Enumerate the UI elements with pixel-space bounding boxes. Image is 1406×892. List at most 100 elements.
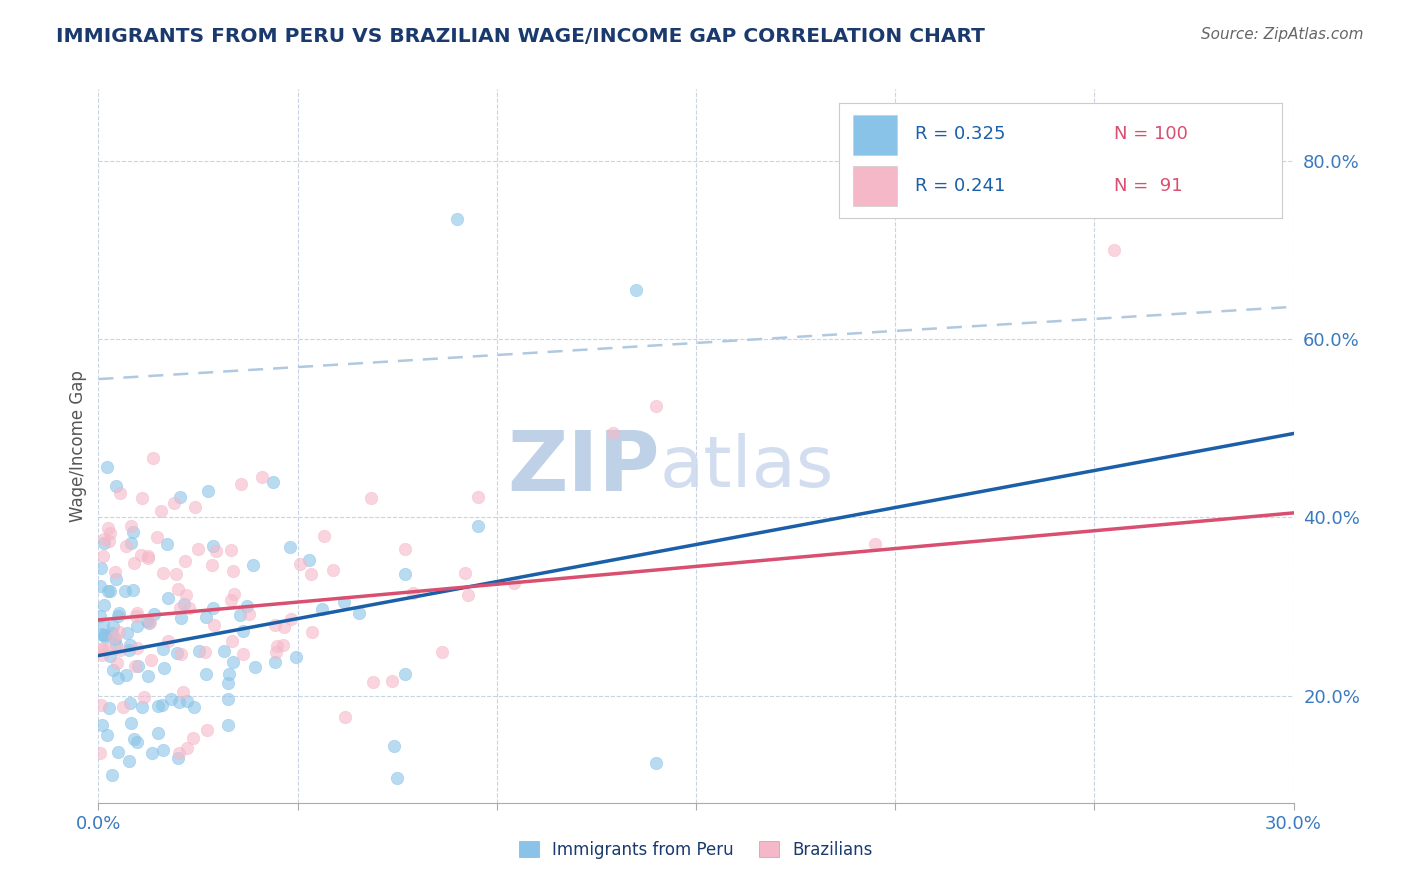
Point: [115, 668, 138, 682]
Point: [222, 656, 245, 670]
Point: [195, 666, 218, 681]
Point: [120, 696, 142, 710]
Point: [204, 543, 226, 558]
Text: ZIP: ZIP: [508, 427, 661, 508]
Point: [242, 558, 264, 573]
Point: [120, 716, 142, 731]
Y-axis label: Wage/Income Gap: Wage/Income Gap: [69, 370, 87, 522]
Point: [120, 536, 142, 550]
Point: [430, 644, 453, 658]
Point: [107, 745, 129, 759]
Point: [232, 624, 254, 638]
Point: [98, 649, 121, 664]
Point: [502, 576, 524, 591]
Point: [195, 723, 218, 737]
Point: [136, 614, 159, 628]
Point: [139, 653, 162, 667]
Text: atlas: atlas: [661, 433, 835, 502]
Point: [278, 540, 301, 554]
Point: [152, 743, 174, 757]
Point: [222, 564, 245, 578]
Point: [127, 659, 149, 673]
Point: [217, 676, 239, 690]
Point: [173, 597, 195, 611]
Point: [179, 600, 201, 615]
Point: [103, 619, 125, 633]
Point: [602, 425, 624, 440]
Point: [394, 666, 416, 681]
Point: [136, 669, 159, 683]
Point: [127, 606, 149, 620]
Point: [311, 602, 333, 616]
Point: [143, 607, 166, 621]
Point: [159, 692, 181, 706]
Point: [131, 491, 153, 505]
Point: [166, 646, 188, 660]
Point: [176, 694, 198, 708]
Point: [98, 526, 121, 541]
Point: [183, 699, 205, 714]
Point: [91, 642, 114, 657]
Point: [114, 539, 136, 553]
Point: [139, 615, 162, 630]
Point: [129, 549, 152, 563]
Point: [89, 746, 111, 760]
Point: [105, 479, 128, 493]
Point: [217, 718, 239, 732]
Point: [94, 630, 117, 644]
Point: [280, 612, 302, 626]
Point: [167, 695, 190, 709]
Point: [238, 607, 260, 621]
Point: [235, 599, 257, 613]
Point: [167, 751, 190, 765]
Point: [229, 608, 252, 623]
Point: [108, 485, 131, 500]
Point: [150, 698, 173, 712]
Point: [105, 656, 128, 670]
Point: [454, 566, 477, 581]
Point: [146, 699, 169, 714]
Point: [347, 606, 370, 620]
Point: [136, 551, 159, 566]
Point: [90, 627, 112, 641]
Point: [183, 500, 205, 515]
Point: [120, 638, 142, 652]
Point: [273, 620, 295, 634]
Point: [312, 529, 335, 543]
Point: [108, 643, 131, 657]
Point: [284, 650, 307, 665]
Point: [446, 211, 468, 226]
Point: [127, 619, 149, 633]
Point: [298, 552, 321, 566]
Point: [163, 496, 186, 510]
Point: [467, 518, 489, 533]
Point: [264, 617, 287, 632]
Point: [152, 566, 174, 580]
Point: [219, 592, 242, 607]
Point: [264, 644, 287, 658]
Point: [194, 609, 217, 624]
Point: [122, 732, 145, 747]
Point: [361, 675, 384, 690]
Point: [202, 540, 225, 554]
Point: [127, 735, 149, 749]
Point: [467, 491, 489, 505]
Point: [152, 642, 174, 657]
Point: [170, 647, 193, 661]
Point: [97, 642, 120, 657]
Point: [111, 699, 134, 714]
Point: [200, 558, 222, 573]
Point: [89, 608, 111, 623]
Point: [197, 484, 219, 499]
Point: [181, 731, 204, 746]
Point: [321, 563, 343, 577]
Point: [136, 549, 159, 564]
Point: [107, 671, 129, 685]
Point: [114, 583, 136, 598]
Point: [165, 567, 187, 582]
Point: [107, 609, 129, 624]
Point: [865, 537, 887, 551]
Point: [94, 627, 117, 641]
Point: [169, 600, 191, 615]
Point: [222, 587, 245, 601]
